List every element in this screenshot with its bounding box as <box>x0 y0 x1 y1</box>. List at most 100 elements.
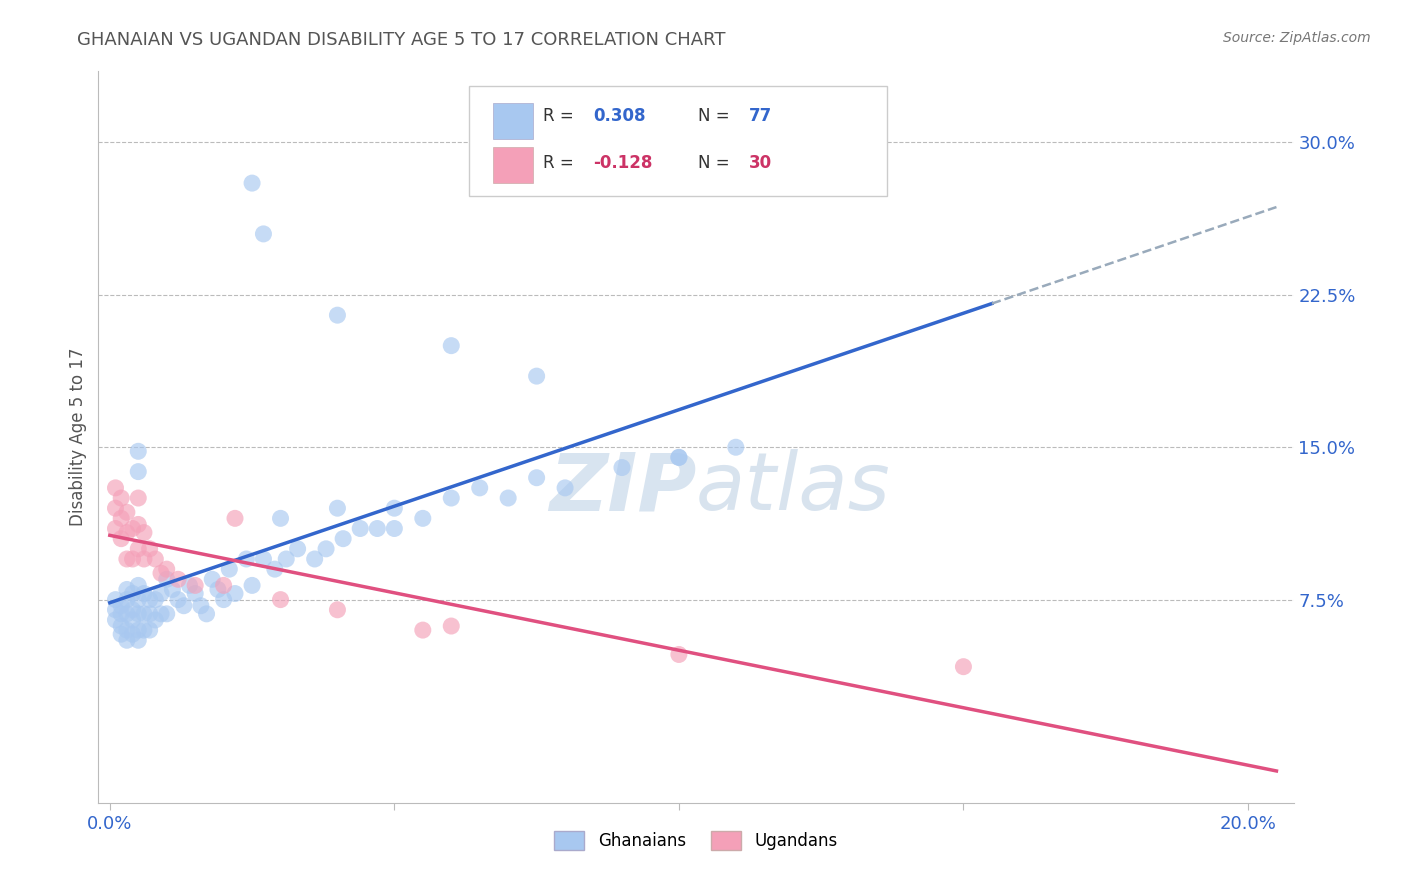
Point <box>326 501 349 516</box>
Point <box>132 586 155 600</box>
Point <box>121 521 143 535</box>
Point <box>115 607 138 621</box>
Point <box>326 603 349 617</box>
Text: atlas: atlas <box>696 450 891 527</box>
Point <box>668 450 690 465</box>
Point <box>212 578 235 592</box>
Point <box>326 308 349 322</box>
Point <box>138 541 160 556</box>
Point <box>127 541 149 556</box>
Point <box>382 521 405 535</box>
Text: R =: R = <box>543 107 579 125</box>
Point <box>526 471 548 485</box>
Point <box>366 521 388 535</box>
Point <box>115 582 138 597</box>
Point <box>668 648 690 662</box>
Point <box>240 578 263 592</box>
Point <box>104 521 127 535</box>
Point <box>138 592 160 607</box>
Point <box>167 572 190 586</box>
Point <box>412 623 434 637</box>
Point <box>270 511 292 525</box>
Point <box>440 491 463 505</box>
Legend: Ghanaians, Ugandans: Ghanaians, Ugandans <box>548 824 844 856</box>
Point <box>138 607 160 621</box>
Point <box>156 607 179 621</box>
Point <box>440 619 463 633</box>
Point <box>127 465 149 479</box>
Point <box>127 633 149 648</box>
Point <box>132 552 155 566</box>
Point <box>610 460 633 475</box>
Point <box>104 613 127 627</box>
Point <box>121 603 143 617</box>
Point <box>252 227 274 241</box>
Point <box>287 541 309 556</box>
FancyBboxPatch shape <box>494 103 533 138</box>
Text: GHANAIAN VS UGANDAN DISABILITY AGE 5 TO 17 CORRELATION CHART: GHANAIAN VS UGANDAN DISABILITY AGE 5 TO … <box>77 31 725 49</box>
Point <box>184 586 207 600</box>
Point <box>349 521 371 535</box>
Point <box>115 623 138 637</box>
Point <box>162 582 184 597</box>
Y-axis label: Disability Age 5 to 17: Disability Age 5 to 17 <box>69 348 87 526</box>
Point <box>115 525 138 540</box>
Point <box>218 562 240 576</box>
Point <box>332 532 354 546</box>
Point <box>554 481 576 495</box>
Point <box>156 572 179 586</box>
Point <box>526 369 548 384</box>
Point <box>440 339 463 353</box>
Point <box>121 613 143 627</box>
Point <box>104 501 127 516</box>
Point <box>121 586 143 600</box>
Point <box>156 562 179 576</box>
Point <box>110 511 132 525</box>
Point <box>115 633 138 648</box>
Point <box>212 592 235 607</box>
Point <box>115 592 138 607</box>
Point <box>224 511 246 525</box>
Point <box>207 582 229 597</box>
Point <box>127 607 149 621</box>
Point <box>496 491 519 505</box>
Point <box>121 552 143 566</box>
Point <box>179 578 201 592</box>
Point <box>104 592 127 607</box>
Point <box>468 481 491 495</box>
Point <box>382 501 405 516</box>
Text: Source: ZipAtlas.com: Source: ZipAtlas.com <box>1223 31 1371 45</box>
Point <box>138 623 160 637</box>
Text: N =: N = <box>699 153 735 172</box>
Point <box>115 505 138 519</box>
Text: R =: R = <box>543 153 579 172</box>
Point <box>132 607 155 621</box>
Point <box>190 599 212 613</box>
FancyBboxPatch shape <box>494 147 533 183</box>
Point <box>195 607 218 621</box>
Point <box>121 627 143 641</box>
Point <box>127 517 149 532</box>
Point <box>263 562 285 576</box>
Point <box>127 491 149 505</box>
Point <box>952 659 974 673</box>
Point <box>276 552 298 566</box>
Text: 30: 30 <box>748 153 772 172</box>
Point <box>143 552 166 566</box>
Point <box>115 552 138 566</box>
Point <box>104 603 127 617</box>
Point <box>240 176 263 190</box>
Point <box>127 592 149 607</box>
Point <box>235 552 257 566</box>
Point <box>132 623 155 637</box>
Point <box>270 592 292 607</box>
Point <box>127 623 149 637</box>
Point <box>143 613 166 627</box>
Point <box>252 552 274 566</box>
Point <box>304 552 326 566</box>
Point <box>150 566 173 581</box>
Point <box>104 481 127 495</box>
Point <box>224 586 246 600</box>
Point <box>110 607 132 621</box>
Point <box>127 444 149 458</box>
